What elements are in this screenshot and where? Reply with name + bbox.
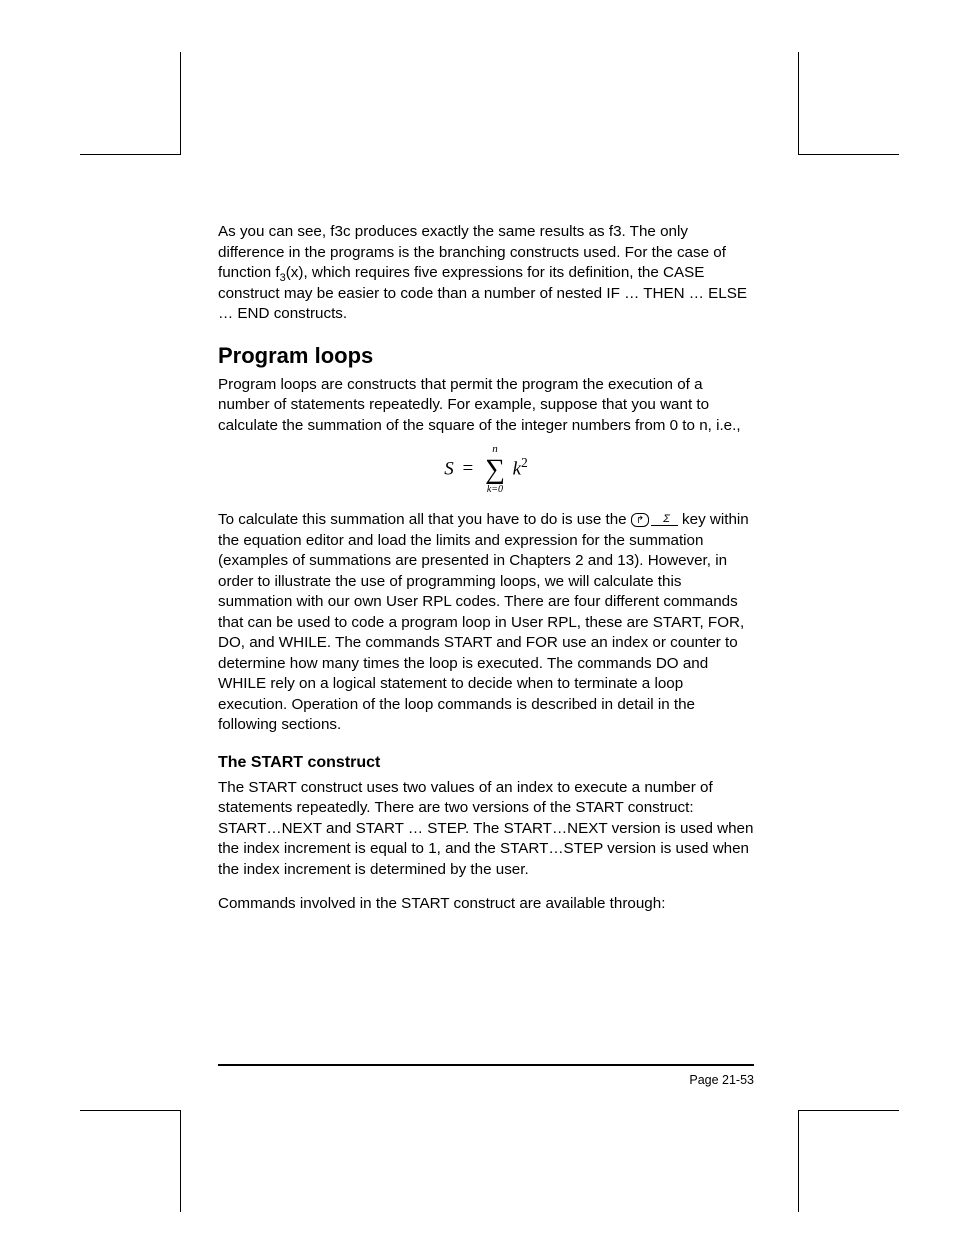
loops-intro-paragraph: Program loops are constructs that permit… [218, 375, 754, 437]
eq-equals: = [458, 458, 477, 479]
section-heading: Program loops [218, 343, 754, 369]
crop-mark [180, 1110, 181, 1212]
loops-explanation-paragraph: To calculate this summation all that you… [218, 510, 754, 736]
crop-mark [798, 52, 799, 154]
start-commands-paragraph: Commands involved in the START construct… [218, 894, 754, 915]
crop-mark [798, 1110, 799, 1212]
footer-rule [218, 1064, 754, 1066]
page-content: As you can see, f3c produces exactly the… [218, 222, 754, 929]
crop-mark [80, 154, 181, 155]
sigma-icon: ∑ [485, 456, 505, 484]
crop-mark [798, 1110, 899, 1111]
eq-lhs: S [444, 458, 454, 479]
crop-mark [180, 52, 181, 154]
crop-mark [80, 1110, 181, 1111]
eq-var: k [513, 458, 521, 479]
page-number: Page 21-53 [689, 1073, 754, 1087]
start-construct-paragraph: The START construct uses two values of a… [218, 778, 754, 881]
summation-equation: S = n ∑ k=0 k2 [218, 456, 754, 484]
subsection-heading: The START construct [218, 754, 754, 772]
text: key within the equation editor and load … [218, 511, 749, 733]
crop-mark [798, 154, 899, 155]
shift-key-icon: ↱ [631, 513, 649, 527]
text: To calculate this summation all that you… [218, 511, 631, 528]
summation-symbol: n ∑ k=0 [485, 456, 505, 484]
eq-power: 2 [521, 455, 528, 470]
sum-lower-limit: k=0 [487, 485, 503, 495]
text: (x), which requires five expressions for… [218, 264, 747, 322]
sigma-key-icon: Σ [651, 514, 678, 526]
sum-upper-limit: n [492, 444, 498, 455]
key-sequence: ↱Σ [631, 513, 678, 528]
intro-paragraph: As you can see, f3c produces exactly the… [218, 222, 754, 325]
